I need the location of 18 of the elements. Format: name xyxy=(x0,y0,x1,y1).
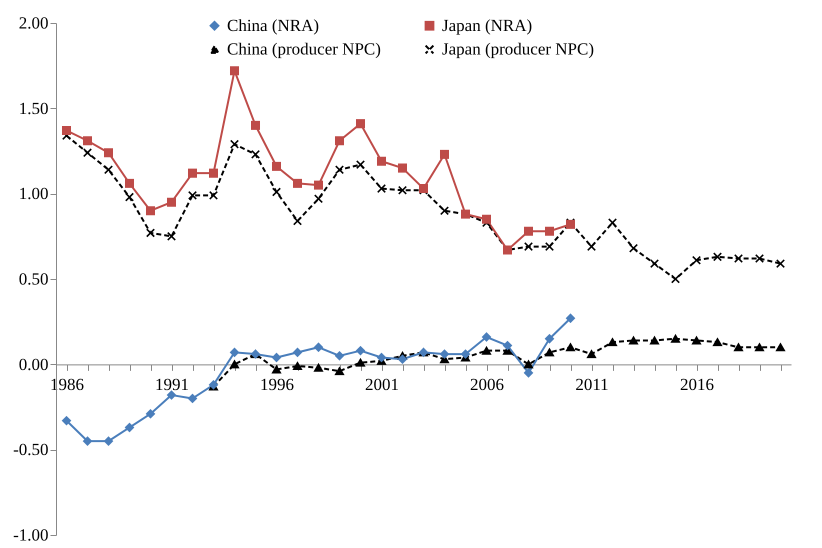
y-tick-label: 0.50 xyxy=(18,270,48,288)
x-tick-label: 2006 xyxy=(470,374,504,394)
x-tick-label: 2011 xyxy=(575,374,609,394)
y-tick-label: -1.00 xyxy=(13,526,48,544)
x-tick-label: 2001 xyxy=(365,374,399,394)
legend-label: China (NRA) xyxy=(227,16,320,35)
y-tick-label: 1.00 xyxy=(18,184,48,204)
x-tick-label: 2016 xyxy=(680,374,714,394)
y-tick-label: 2.00 xyxy=(18,14,48,32)
x-tick-label: 1991 xyxy=(155,374,189,394)
legend-label: Japan (NRA) xyxy=(442,16,532,35)
legend-label: Japan (producer NPC) xyxy=(442,40,594,58)
y-tick-label: 0.00 xyxy=(18,354,48,374)
x-tick-label: 1996 xyxy=(260,374,294,394)
y-tick-label: -0.50 xyxy=(13,440,48,460)
x-tick-label: 1986 xyxy=(50,374,84,394)
y-tick-label: 1.50 xyxy=(18,98,48,118)
legend-label: China (producer NPC) xyxy=(227,40,381,58)
